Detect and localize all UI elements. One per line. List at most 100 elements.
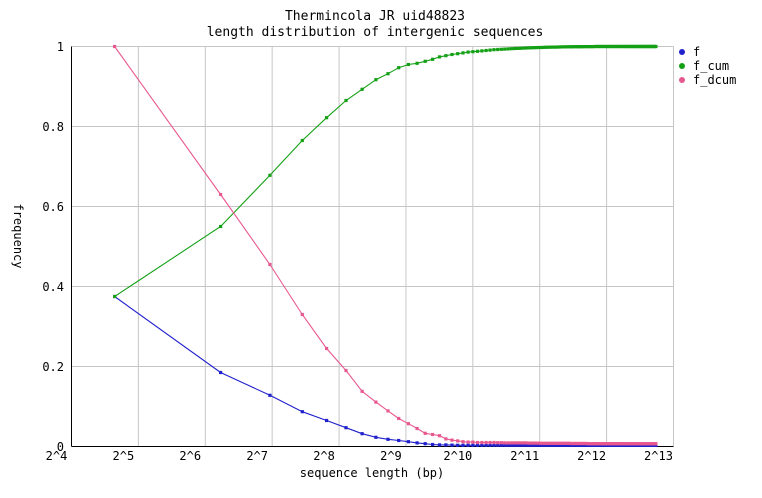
data-point-marker: [534, 46, 538, 50]
data-point-marker: [415, 426, 419, 431]
data-point-marker: [431, 432, 435, 437]
data-point-marker: [456, 439, 460, 443]
data-point-marker: [560, 443, 564, 447]
data-point-marker: [480, 440, 484, 445]
data-point-marker: [325, 418, 329, 423]
data-point-marker: [543, 441, 548, 445]
x-tick-label: 2^12: [577, 449, 607, 463]
data-point-marker: [406, 440, 410, 444]
data-point-marker: [219, 224, 223, 229]
data-point-marker: [480, 443, 484, 447]
data-point-marker: [527, 46, 531, 50]
data-point-marker: [554, 441, 558, 445]
x-tick-label: 2^13: [644, 449, 673, 463]
chart-title-line2: length distribution of intergenic sequen…: [206, 25, 544, 40]
data-point-marker: [325, 116, 329, 120]
data-point-marker: [541, 443, 545, 447]
data-point-marker: [300, 138, 304, 143]
x-tick-label: 2^10: [443, 449, 473, 463]
data-point-marker: [543, 45, 548, 49]
series-line-f: [114, 296, 656, 446]
data-point-marker: [423, 431, 427, 435]
data-point-marker: [565, 441, 569, 445]
data-point-marker: [499, 47, 503, 51]
data-point-marker: [360, 87, 364, 91]
data-point-marker: [492, 443, 496, 447]
data-point-marker: [567, 443, 571, 447]
data-point-marker: [475, 440, 480, 445]
y-tick-label: 0.6: [42, 199, 64, 214]
data-point-marker: [499, 441, 503, 445]
data-point-marker: [431, 57, 435, 61]
data-point-marker: [509, 443, 513, 447]
data-point-marker: [506, 443, 510, 447]
data-point-marker: [518, 441, 522, 445]
data-point-marker: [552, 45, 556, 49]
data-point-marker: [475, 49, 480, 53]
data-point-marker: [654, 442, 658, 446]
data-point-marker: [386, 72, 390, 76]
data-point-marker: [534, 443, 538, 447]
data-point-marker: [558, 441, 562, 445]
data-point-marker: [374, 400, 378, 404]
data-point-marker: [524, 46, 528, 50]
data-point-marker: [558, 443, 562, 447]
data-point-marker: [444, 437, 448, 441]
legend-label: f_dcum: [693, 73, 737, 87]
data-point-marker: [552, 441, 556, 445]
x-tick-label: 2^7: [246, 449, 268, 463]
data-point-marker: [524, 443, 528, 447]
data-point-marker: [512, 443, 516, 447]
data-point-marker: [565, 45, 569, 49]
chart-title: Thermincola JR uid48823 length distribut…: [0, 9, 750, 41]
data-point-marker: [431, 442, 435, 447]
data-point-marker: [546, 45, 550, 49]
data-point-marker: [572, 441, 576, 446]
data-point-marker: [563, 45, 568, 49]
data-point-marker: [562, 441, 566, 445]
data-point-marker: [499, 443, 503, 447]
legend-item-f-dcum: f_dcum: [679, 74, 736, 86]
chart-title-line1: Thermincola JR uid48823: [284, 9, 465, 24]
legend-label: f: [693, 45, 701, 59]
data-point-marker: [488, 48, 492, 52]
data-point-marker: [456, 52, 460, 56]
data-point-marker: [471, 50, 475, 54]
data-point-marker: [374, 435, 378, 439]
data-point-marker: [360, 432, 364, 436]
data-point-marker: [509, 441, 513, 445]
data-point-marker: [554, 45, 558, 49]
series-line-f_cum: [114, 45, 656, 297]
series-marker-icon: [679, 77, 685, 83]
data-point-marker: [397, 438, 401, 443]
data-point-marker: [515, 46, 519, 50]
legend-item-f: f: [679, 46, 736, 58]
data-point-marker: [539, 441, 543, 445]
data-point-marker: [546, 443, 550, 447]
data-point-marker: [515, 443, 519, 447]
data-point-marker: [488, 440, 492, 445]
data-point-marker: [567, 441, 571, 445]
data-point-marker: [496, 441, 500, 445]
data-point-marker: [386, 437, 390, 441]
data-point-marker: [518, 443, 522, 447]
data-point-marker: [492, 48, 496, 52]
data-point-marker: [506, 441, 510, 445]
data-point-marker: [509, 47, 513, 51]
data-point-marker: [532, 443, 536, 447]
data-point-marker: [548, 441, 552, 445]
data-point-marker: [344, 426, 348, 430]
data-point-marker: [556, 441, 560, 445]
data-point-marker: [492, 440, 496, 445]
data-point-marker: [461, 440, 465, 444]
y-tick-label: 1: [56, 39, 64, 54]
data-point-marker: [456, 443, 460, 447]
data-point-marker: [503, 47, 507, 51]
data-point-marker: [484, 440, 488, 445]
series-line-f_dcum: [114, 46, 656, 445]
data-point-marker: [569, 45, 573, 49]
data-point-marker: [437, 443, 442, 447]
data-point-marker: [572, 45, 576, 49]
data-point-marker: [562, 45, 566, 49]
